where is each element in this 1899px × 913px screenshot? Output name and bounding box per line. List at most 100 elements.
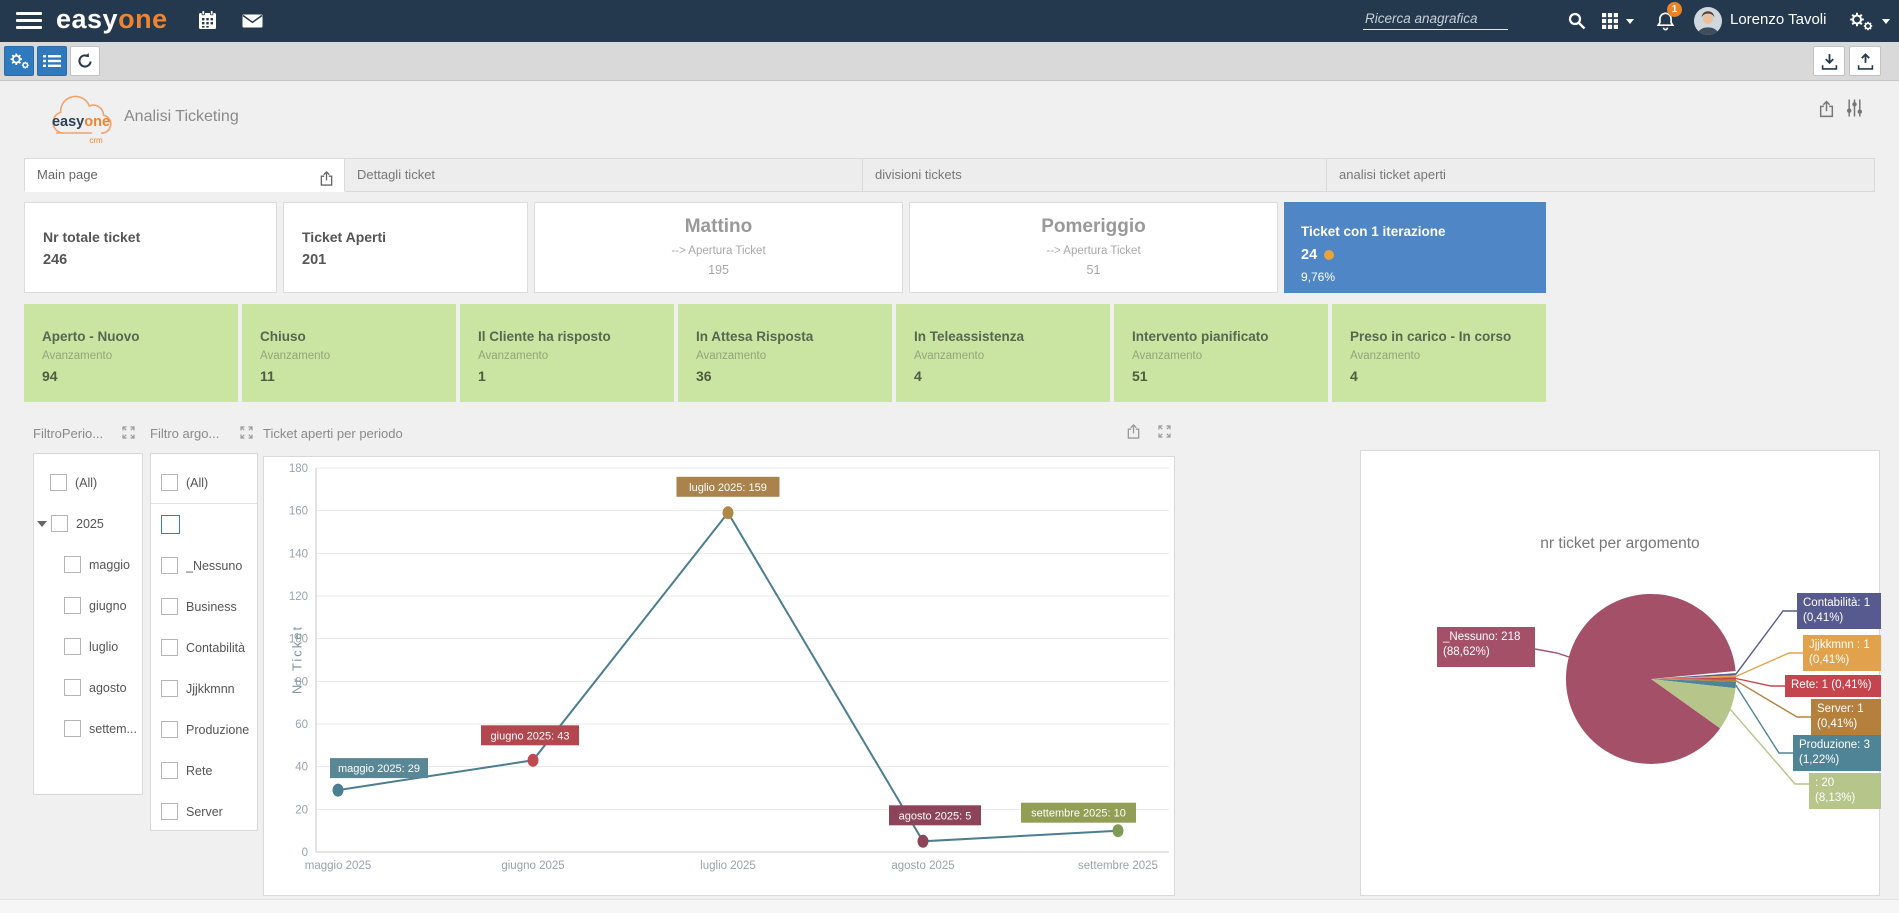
filter-item[interactable]: maggio [34, 544, 142, 585]
filter-item[interactable]: agosto [34, 667, 142, 708]
tree-expand-caret-icon[interactable] [37, 520, 47, 527]
calendar-icon[interactable] [198, 10, 217, 36]
checkbox[interactable] [161, 557, 178, 574]
status-card-preso-in-carico[interactable]: Preso in carico - In corso Avanzamento 4 [1332, 304, 1546, 402]
status-title: In Teleassistenza [914, 329, 1025, 344]
checkbox[interactable] [161, 721, 178, 738]
export-dashboard-icon[interactable] [1818, 100, 1835, 123]
filter-item-label: Rete [186, 763, 213, 778]
maximize-icon[interactable] [240, 426, 253, 444]
checkbox[interactable] [51, 515, 68, 532]
filter-item[interactable]: Server [151, 791, 257, 832]
parameters-sliders-icon[interactable] [1846, 99, 1863, 122]
line-chart-svg[interactable]: 0 20 40 60 80 100 120 140 160 180 maggio 2025 giugn… [264, 457, 1174, 895]
notification-badge[interactable]: 1 [1667, 2, 1682, 17]
filter-item-label: Business [186, 599, 237, 614]
kpi-card-mattino[interactable]: Mattino --> Apertura Ticket 195 [534, 202, 903, 293]
filter-item[interactable]: Produzione [151, 709, 257, 750]
menu-icon[interactable] [16, 12, 42, 30]
user-name[interactable]: Lorenzo Tavoli [1730, 11, 1827, 28]
kpi-title: Ticket Aperti [302, 229, 387, 245]
filter-item-label: agosto [89, 680, 127, 695]
dashboard-settings-button[interactable] [4, 46, 34, 76]
checkbox[interactable] [161, 598, 178, 615]
checkbox[interactable] [161, 515, 180, 534]
kpi-card-ticket-aperti[interactable]: Ticket Aperti 201 [283, 202, 528, 293]
refresh-button[interactable] [70, 46, 100, 76]
apps-caret-icon[interactable] [1626, 19, 1634, 24]
filter-topic-list: (All) _Nessuno Business Contabilità Jjjkkmnn… [151, 454, 257, 832]
pie-chart-title: nr ticket per argomento [1540, 535, 1700, 552]
settings-caret-icon[interactable] [1882, 19, 1890, 24]
filter-item[interactable]: 2025 [34, 503, 142, 544]
checkbox[interactable] [64, 597, 81, 614]
checkbox[interactable] [64, 720, 81, 737]
pie-panel[interactable]: nr ticket per argomento Contabilità: 1 (… [1360, 450, 1881, 896]
filter-item-label: Produzione [186, 722, 250, 737]
status-card-teleassistenza[interactable]: In Teleassistenza Avanzamento 4 [896, 304, 1110, 402]
apps-grid-icon[interactable] [1602, 13, 1618, 34]
status-label: Avanzamento [1132, 350, 1203, 362]
filter-item[interactable]: (All) [151, 462, 257, 504]
avatar[interactable] [1694, 7, 1722, 40]
tab-divisioni-tickets[interactable]: divisioni tickets [863, 158, 1327, 192]
filter-item[interactable] [151, 504, 257, 545]
svg-text:100: 100 [289, 634, 308, 646]
status-label: Avanzamento [260, 350, 331, 362]
filter-item[interactable]: Contabilità [151, 627, 257, 668]
status-card-aperto-nuovo[interactable]: Aperto - Nuovo Avanzamento 94 [24, 304, 238, 402]
filter-item[interactable]: luglio [34, 626, 142, 667]
download-button[interactable] [1813, 46, 1845, 76]
filter-item[interactable]: Jjjkkmnn [151, 668, 257, 709]
line-chart-panel[interactable]: Nr Ticket 0 20 40 60 80 100 120 140 160 180 maggio… [263, 456, 1175, 896]
checkbox[interactable] [161, 803, 178, 820]
kpi-card-pomeriggio[interactable]: Pomeriggio --> Apertura Ticket 51 [909, 202, 1278, 293]
status-label: Avanzamento [914, 350, 985, 362]
filter-item[interactable]: Rete [151, 750, 257, 791]
app-logo[interactable]: easyone [56, 4, 168, 35]
status-value: 4 [1350, 368, 1358, 384]
checkbox[interactable] [64, 679, 81, 696]
maximize-icon[interactable] [122, 426, 135, 444]
tab-analisi-ticket-aperti[interactable]: analisi ticket aperti [1327, 158, 1875, 192]
settings-gears-icon[interactable] [1848, 11, 1874, 37]
status-value: 1 [478, 368, 486, 384]
filter-item[interactable]: (All) [34, 462, 142, 503]
checkbox[interactable] [64, 638, 81, 655]
status-card-attesa-risposta[interactable]: In Attesa Risposta Avanzamento 36 [678, 304, 892, 402]
upload-button[interactable] [1849, 46, 1881, 76]
checkbox[interactable] [161, 762, 178, 779]
checkbox[interactable] [64, 556, 81, 573]
checkbox[interactable] [50, 474, 67, 491]
checkbox[interactable] [161, 474, 178, 491]
crm-logo-easy: easy [52, 114, 84, 130]
maximize-icon[interactable] [1158, 425, 1171, 443]
status-card-cliente-risposto[interactable]: Il Cliente ha risposto Avanzamento 1 [460, 304, 674, 402]
filter-item[interactable]: Business [151, 586, 257, 627]
status-card-intervento-pianificato[interactable]: Intervento pianificato Avanzamento 51 [1114, 304, 1328, 402]
pie-chart-svg[interactable] [1361, 451, 1879, 895]
status-card-chiuso[interactable]: Chiuso Avanzamento 11 [242, 304, 456, 402]
kpi-card-nr-totale[interactable]: Nr totale ticket 246 [24, 202, 277, 293]
filter-item[interactable]: settem... [34, 708, 142, 749]
svg-text:luglio 2025: 159: luglio 2025: 159 [689, 482, 767, 494]
status-value: 36 [696, 368, 712, 384]
kpi-title: Pomeriggio [1041, 216, 1146, 237]
search-input[interactable] [1363, 8, 1512, 29]
tab-dettagli-ticket[interactable]: Dettagli ticket [345, 158, 863, 192]
checkbox[interactable] [161, 680, 178, 697]
search-icon[interactable] [1568, 12, 1586, 35]
kpi-card-iterazione[interactable]: Ticket con 1 iterazione 24 9,76% [1284, 202, 1546, 293]
filter-item[interactable]: giugno [34, 585, 142, 626]
tab-main-page[interactable]: Main page [24, 158, 345, 192]
share-icon[interactable] [319, 167, 334, 191]
export-chart-icon[interactable] [1126, 423, 1141, 445]
logo-text-one: one [118, 4, 168, 34]
checkbox[interactable] [161, 639, 178, 656]
list-view-button[interactable] [37, 46, 67, 76]
svg-text:maggio 2025: 29: maggio 2025: 29 [338, 763, 420, 775]
filter-item[interactable]: _Nessuno [151, 545, 257, 586]
mail-icon[interactable] [242, 14, 263, 33]
bottom-scrollbar-track[interactable] [0, 899, 1899, 913]
status-title: Preso in carico - In corso [1350, 329, 1512, 344]
